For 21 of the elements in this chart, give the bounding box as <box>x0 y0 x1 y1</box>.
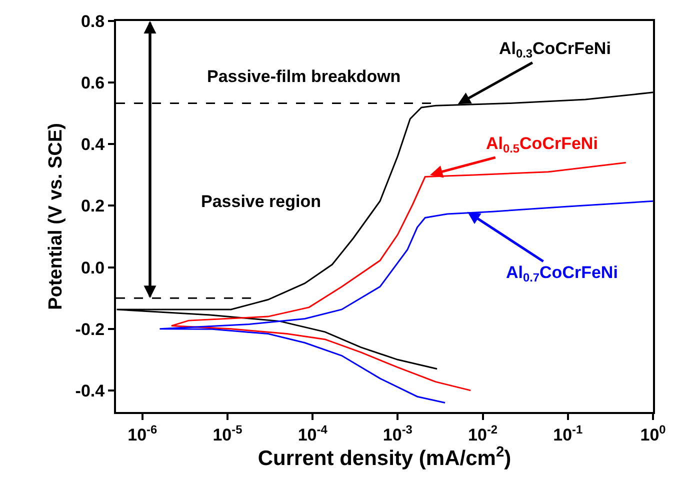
y-tick-label: 0.2 <box>80 196 105 216</box>
x-tick-label: 10$^{-2}$ <box>468 422 498 444</box>
x-tick-label: 10$^{-1}$ <box>553 422 584 444</box>
y-axis-title: Potential (V vs. SCE) <box>46 123 67 310</box>
y-tick-label: 0.4 <box>80 135 106 154</box>
x-tick-label: 10$^{-5}$ <box>212 422 243 444</box>
x-tick-label: 10$^{-4}$ <box>298 422 328 444</box>
annotation: Passive-film breakdown <box>207 67 401 86</box>
y-tick-label: -0.2 <box>75 320 105 339</box>
y-tick-label: 0.8 <box>80 12 105 31</box>
x-tick-label: 10$^{-3}$ <box>382 422 413 444</box>
x-tick-label: 10$^{0}$ <box>640 422 666 444</box>
x-tick-label: 10$^{-6}$ <box>128 422 158 444</box>
annotation: Passive region <box>201 192 322 211</box>
x-axis-title: Current density (mA/cm$^{2}$) <box>258 444 512 470</box>
y-tick-label: -0.4 <box>75 381 106 400</box>
y-tick-label: 0.6 <box>80 74 105 93</box>
y-tick-label: 0.0 <box>80 258 105 278</box>
annotation: Al$_{0.3}$CoCrFeNi <box>499 39 611 61</box>
annotation: Al$_{0.7}$CoCrFeNi <box>506 263 618 285</box>
annotation: Al$_{0.5}$CoCrFeNi <box>486 134 598 156</box>
